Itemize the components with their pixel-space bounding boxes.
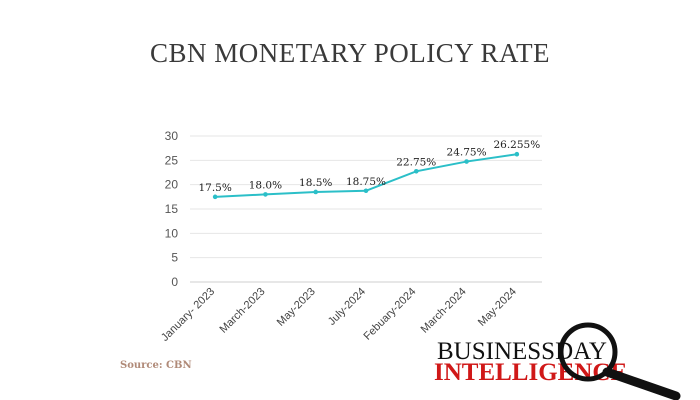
- data-label: 18.5%: [299, 177, 332, 189]
- y-tick-label: 20: [165, 178, 179, 192]
- x-tick-label: March-2024: [419, 286, 469, 336]
- x-tick-label: May-2024: [476, 286, 519, 329]
- x-tick-label: May-2023: [275, 286, 318, 329]
- data-point: [363, 188, 369, 194]
- x-tick-label: January- 2023: [159, 286, 217, 344]
- logo-line2: INTELLIGENCE: [434, 359, 628, 386]
- data-label: 22.75%: [396, 156, 436, 168]
- x-tick-label: July-2024: [326, 286, 368, 328]
- data-point: [413, 168, 419, 174]
- y-tick-label: 25: [165, 153, 179, 167]
- x-tick-label: Febuary-2024: [361, 286, 418, 343]
- data-point: [464, 159, 469, 164]
- y-tick-label: 30: [165, 129, 179, 143]
- data-label: 24.75%: [447, 147, 487, 159]
- data-label: 26.255%: [493, 139, 540, 151]
- data-label: 18.75%: [346, 176, 386, 188]
- data-point: [313, 189, 319, 195]
- y-tick-label: 0: [171, 275, 178, 289]
- y-tick-label: 10: [165, 226, 179, 240]
- source-note: Source: CBN: [120, 360, 192, 371]
- x-tick-label: March-2023: [218, 286, 268, 336]
- chart-title: CBN MONETARY POLICY RATE: [149, 38, 551, 68]
- data-label: 18.0%: [249, 179, 282, 191]
- data-point: [212, 194, 218, 200]
- y-tick-label: 5: [171, 251, 178, 265]
- data-point: [263, 192, 268, 197]
- data-point: [514, 151, 520, 157]
- y-tick-label: 15: [165, 202, 179, 216]
- data-label: 17.5%: [198, 182, 231, 194]
